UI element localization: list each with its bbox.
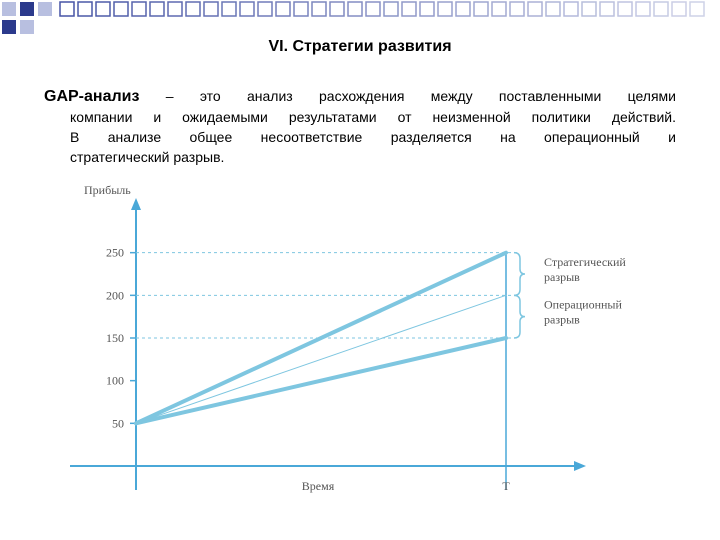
- y-axis-label: Прибыль: [84, 183, 131, 197]
- deco-outline-square: [185, 1, 201, 17]
- deco-square-4: [2, 20, 16, 34]
- deco-outline-square: [239, 1, 255, 17]
- gap-annotation-1-line-2: разрыв: [544, 270, 580, 284]
- term-dash: –: [165, 88, 174, 104]
- paragraph-line-3: В анализе общее несоответствие разделяет…: [70, 129, 676, 145]
- deco-outline-square: [419, 1, 435, 17]
- deco-outline-square: [671, 1, 687, 17]
- decorative-squares: [2, 1, 705, 34]
- gap-annotation-2-line-2: разрыв: [544, 313, 580, 327]
- paragraph-line-1: GAP-анализ – это анализ расхождения межд…: [44, 86, 676, 107]
- gap-term: GAP-анализ: [44, 88, 140, 105]
- deco-outline-square: [113, 1, 129, 17]
- deco-square-2: [20, 2, 34, 16]
- y-tick-label: 250: [106, 246, 124, 260]
- x-axis-arrow: [574, 461, 586, 471]
- y-tick-label: 100: [106, 374, 124, 388]
- deco-outline-square: [545, 1, 561, 17]
- deco-outline-square: [149, 1, 165, 17]
- deco-outline-square: [257, 1, 273, 17]
- deco-outline-square: [581, 1, 597, 17]
- deco-square-1: [2, 2, 16, 16]
- gap-brace-1: [513, 251, 526, 297]
- deco-outline-square: [311, 1, 327, 17]
- gap-chart: Прибыль Время T 50 100 150 200 250 Стратегически…: [70, 170, 630, 505]
- deco-square-5: [20, 20, 34, 34]
- deco-outline-square: [383, 1, 399, 17]
- deco-outline-square: [401, 1, 417, 17]
- gap-annotation-1-line-1: Стратегический: [544, 255, 626, 269]
- deco-outline-square: [131, 1, 147, 17]
- deco-outline-square: [347, 1, 363, 17]
- deco-square-3: [38, 2, 52, 16]
- series-line-2: [135, 294, 507, 424]
- gap-brace-2: [513, 294, 526, 339]
- deco-outline-square: [167, 1, 183, 17]
- deco-outline-square: [563, 1, 579, 17]
- definition-paragraph: GAP-анализ – это анализ расхождения межд…: [44, 86, 676, 167]
- deco-outline-square: [455, 1, 471, 17]
- series-line-3: [134, 336, 508, 426]
- y-tick-label: 50: [112, 416, 124, 430]
- deco-outline-square: [77, 1, 93, 17]
- paragraph-line-2: компании и ожидаемыми результатами от не…: [70, 109, 676, 125]
- paragraph-line-4: стратегический разрыв.: [70, 149, 225, 165]
- slide-title: VI. Стратегии развития: [268, 38, 452, 55]
- deco-outline-square: [635, 1, 651, 17]
- x-axis-label: Время: [302, 479, 335, 493]
- gap-annotation-2-line-1: Операционный: [544, 298, 622, 312]
- deco-outline-square: [329, 1, 345, 17]
- gap-chart-svg: Прибыль Время T 50 100 150 200 250 Стратегически…: [70, 183, 626, 493]
- deco-outline-square: [689, 1, 705, 17]
- deco-outline-square: [653, 1, 669, 17]
- deco-outline-square: [509, 1, 525, 17]
- deco-outline-square: [293, 1, 309, 17]
- deco-outline-square: [599, 1, 615, 17]
- deco-outline-square: [491, 1, 507, 17]
- deco-outline-square: [437, 1, 453, 17]
- y-tick-label: 200: [106, 288, 124, 302]
- y-axis-arrow: [131, 198, 141, 210]
- paragraph-text-1: это анализ расхождения между поставленны…: [199, 88, 676, 104]
- deco-outline-square: [275, 1, 291, 17]
- deco-outline-square: [473, 1, 489, 17]
- deco-outline-square: [59, 1, 75, 17]
- deco-outline-square: [617, 1, 633, 17]
- deco-outline-square: [95, 1, 111, 17]
- y-tick-label: 150: [106, 331, 124, 345]
- series-line-1: [134, 250, 508, 426]
- x-tick-label: T: [502, 479, 510, 493]
- deco-outline-square: [221, 1, 237, 17]
- deco-outline-square: [203, 1, 219, 17]
- deco-outline-square: [365, 1, 381, 17]
- deco-outline-square: [527, 1, 543, 17]
